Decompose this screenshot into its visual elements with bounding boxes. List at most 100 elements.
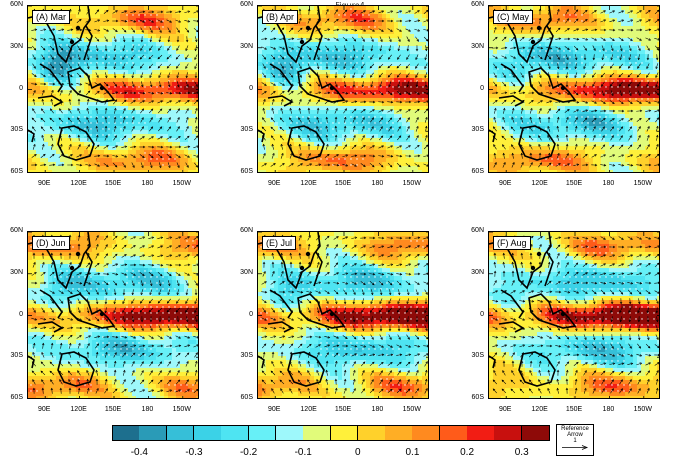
shading-cell — [72, 18, 77, 23]
shading-cell — [338, 30, 343, 35]
shading-cell — [120, 150, 125, 155]
wind-vector — [378, 154, 385, 158]
wind-vector — [67, 117, 73, 123]
shading-cell — [140, 42, 145, 47]
wind-vector — [130, 154, 136, 158]
shading-cell — [124, 94, 129, 99]
shading-cell — [40, 6, 45, 11]
shading-cell — [140, 98, 145, 103]
shading-cell — [346, 30, 351, 35]
shading-cell — [64, 70, 69, 75]
wind-vector — [279, 27, 285, 33]
shading-cell — [597, 14, 602, 19]
shading-cell — [314, 86, 319, 91]
shading-cell — [140, 22, 145, 27]
shading-cell — [410, 158, 415, 163]
shading-cell — [346, 70, 351, 75]
shading-cell — [160, 78, 165, 83]
wind-vector — [68, 143, 72, 150]
shading-cell — [342, 50, 347, 55]
shading-cell — [136, 34, 141, 39]
shading-cell — [386, 134, 391, 139]
wind-vector — [77, 126, 81, 132]
significance-dot — [138, 50, 140, 52]
shading-cell — [262, 22, 267, 27]
shading-cell — [124, 10, 129, 15]
shading-cell — [326, 94, 331, 99]
shading-cell — [426, 70, 428, 75]
shading-cell — [625, 22, 630, 27]
wind-vector — [262, 107, 265, 114]
wind-vector — [280, 107, 284, 114]
shading-cell — [310, 126, 315, 131]
shading-cell — [128, 6, 133, 11]
shading-cell — [160, 154, 165, 159]
shading-cell — [152, 42, 157, 47]
shading-cell — [302, 78, 307, 83]
shading-cell — [136, 114, 141, 119]
wind-vector — [31, 163, 38, 167]
shading-cell — [262, 114, 267, 119]
shading-cell — [44, 22, 49, 27]
wind-vector — [298, 72, 302, 78]
shading-cell — [354, 98, 359, 103]
shading-cell — [36, 26, 41, 31]
shading-cell — [196, 158, 198, 163]
wind-vector — [68, 108, 72, 114]
wind-vector — [307, 63, 311, 70]
shading-cell — [330, 18, 335, 23]
shading-cell — [112, 34, 117, 39]
shading-cell — [390, 38, 395, 43]
shading-cell — [382, 90, 387, 95]
shading-cell — [310, 118, 315, 123]
shading-cell — [418, 46, 423, 51]
wind-vector — [270, 27, 276, 33]
shading-cell — [362, 102, 367, 107]
significance-dot — [42, 68, 44, 70]
shading-cell — [274, 78, 279, 83]
wind-vector — [370, 117, 374, 123]
shading-cell — [426, 142, 428, 147]
shading-cell — [609, 22, 614, 27]
wind-vector — [280, 63, 284, 69]
shading-cell — [56, 154, 61, 159]
significance-dot — [132, 86, 134, 88]
wind-vector — [104, 36, 108, 42]
shading-cell — [426, 86, 428, 91]
shading-cell — [314, 54, 319, 59]
shading-cell — [274, 118, 279, 123]
shading-cell — [262, 58, 267, 63]
shading-cell — [362, 122, 367, 127]
shading-cell — [414, 78, 419, 83]
shading-cell — [629, 6, 634, 11]
shading-cell — [338, 42, 343, 47]
shading-cell — [164, 102, 169, 107]
shading-cell — [80, 122, 85, 127]
shading-cell — [80, 130, 85, 135]
shading-cell — [164, 126, 169, 131]
wind-vector — [131, 126, 135, 132]
shading-cell — [382, 98, 387, 103]
shading-cell — [286, 82, 291, 87]
shading-cell — [422, 106, 427, 111]
shading-cell — [88, 118, 93, 123]
coastline — [267, 95, 294, 107]
shading-cell — [390, 6, 395, 11]
shading-cell — [286, 122, 291, 127]
shading-cell — [156, 38, 161, 43]
shading-cell — [108, 34, 113, 39]
shading-cell — [184, 114, 189, 119]
shading-cell — [136, 102, 141, 107]
wind-vector — [175, 19, 182, 23]
shading-cell — [402, 146, 407, 151]
shading-cell — [314, 38, 319, 43]
shading-cell — [92, 62, 97, 67]
shading-cell — [40, 166, 45, 171]
shading-cell — [426, 130, 428, 135]
shading-cell — [112, 38, 117, 43]
wind-vector — [288, 91, 294, 95]
shading-cell — [258, 150, 263, 155]
shading-cell — [64, 122, 69, 127]
shading-cell — [390, 10, 395, 15]
significance-dot — [126, 14, 128, 16]
